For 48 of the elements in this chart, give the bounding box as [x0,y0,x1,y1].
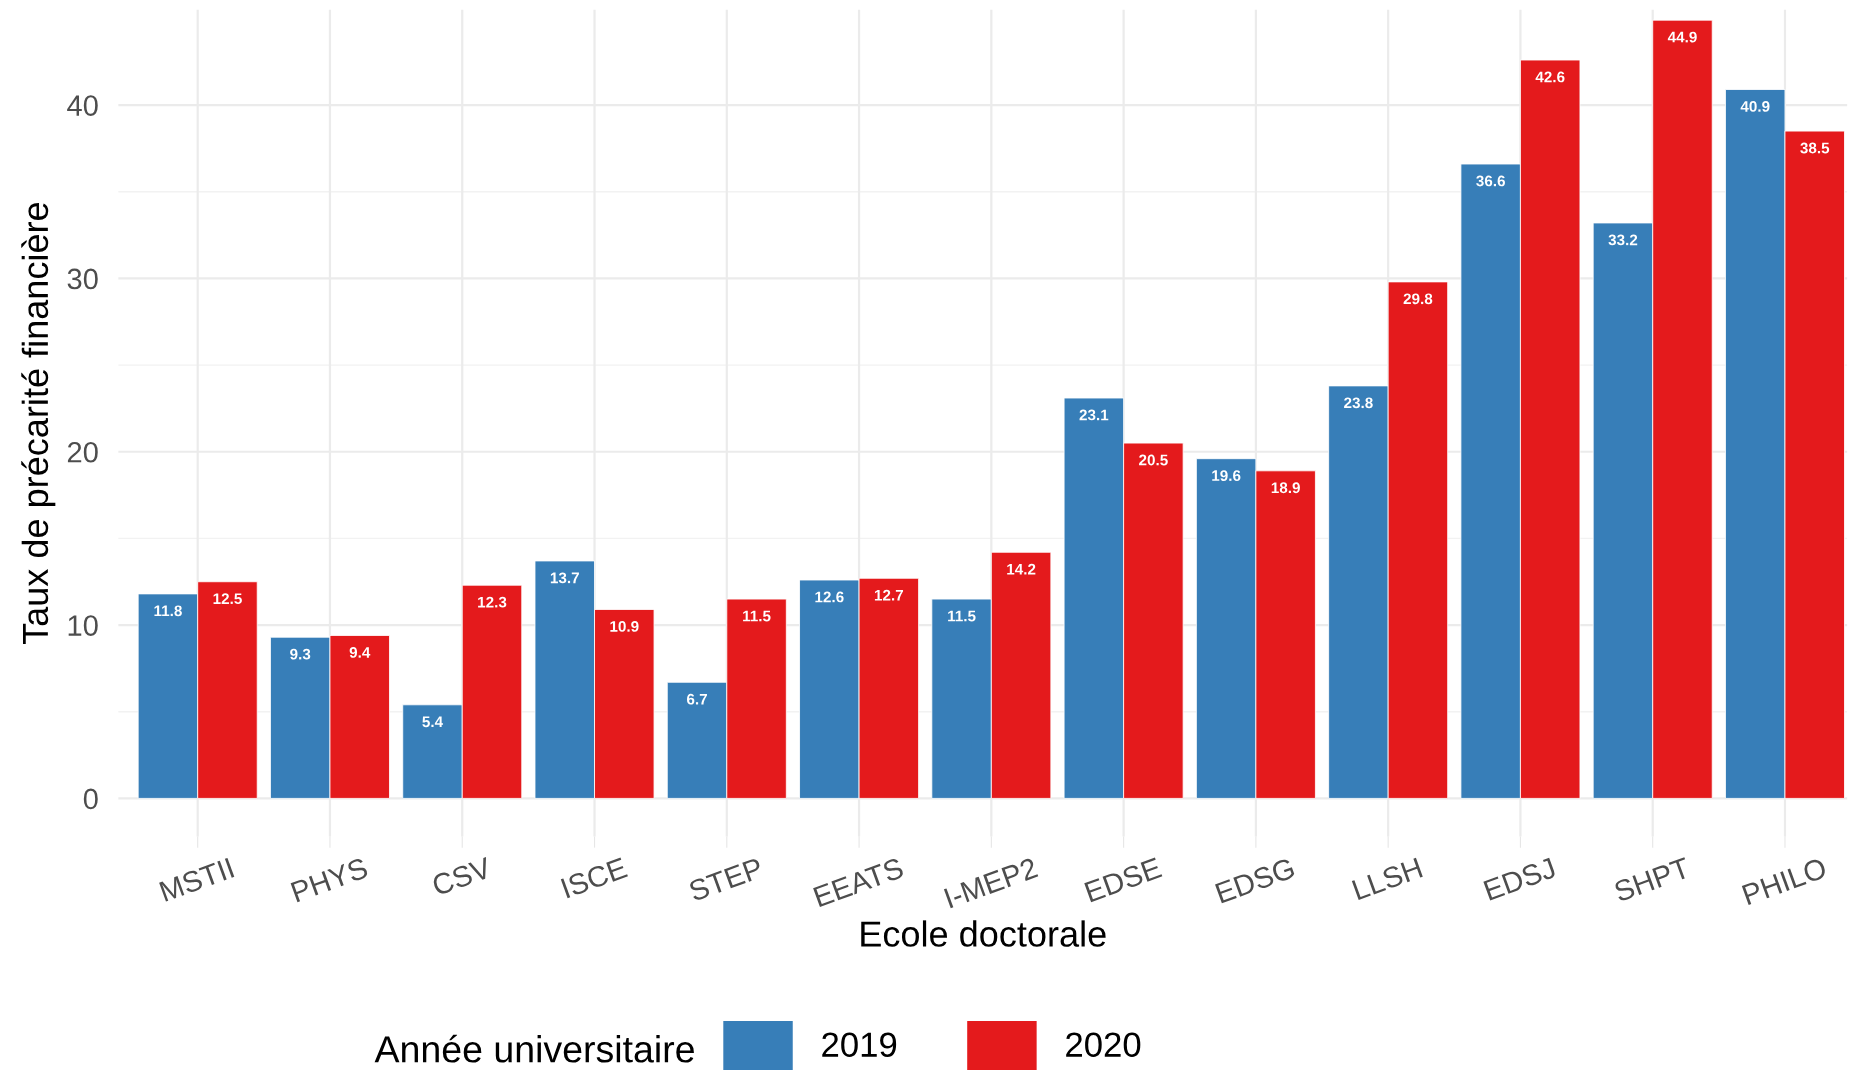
x-tick-label: EDSE [1084,857,1163,903]
x-tick-label: EEATS [813,857,905,908]
legend-label: 2019 [822,1032,897,1057]
data-label: 40.9 [1740,101,1770,112]
data-label: 5.4 [422,716,444,728]
y-tick-label: 10 [68,615,98,636]
data-label: 12.5 [213,593,242,605]
data-label: 29.8 [1403,293,1433,305]
x-tick-label: STEP [687,857,764,902]
data-label: 44.9 [1667,31,1697,43]
data-label: 12.7 [874,589,904,601]
data-label: 10.9 [610,620,639,632]
x-tick-label: MSTII [159,857,235,902]
data-label: 18.9 [1271,482,1300,494]
y-axis-title: Taux de précarité financière [21,202,56,645]
data-label: 36.6 [1476,175,1505,187]
x-tick-label: CSV [431,856,493,897]
x-tick-label: EDSJ [1483,857,1557,901]
y-tick-label: 0 [83,788,98,810]
data-label: 12.3 [478,596,507,608]
data-label: 9.4 [349,646,371,658]
data-label: 11.5 [743,610,771,622]
x-tick-label: ISCE [560,857,629,899]
data-label: 23.8 [1344,397,1373,409]
y-tick-label: 40 [67,95,98,116]
data-label: 11.8 [154,605,182,617]
y-tick-label: 20 [67,441,98,463]
x-tick-label: PHYS [290,857,369,903]
data-label: 14.2 [1007,563,1036,575]
data-label: 6.7 [686,693,707,705]
x-axis-title: Ecole doctorale [861,920,1106,947]
data-label: 38.5 [1800,142,1830,154]
x-tick-label: PHILO [1741,857,1828,906]
data-label: 33.2 [1608,234,1638,246]
data-label: 9.3 [290,648,311,660]
data-label: 20.5 [1139,454,1168,466]
data-label: 11.5 [948,610,976,622]
x-tick-label: LLSH [1351,857,1423,901]
data-label: 19.6 [1212,470,1241,482]
x-tick-label: EDSG [1214,857,1296,904]
data-label: 42.6 [1535,71,1565,83]
data-label: 23.1 [1079,409,1109,421]
legend-label: 2020 [1066,1032,1141,1057]
x-tick-label: SHPT [1613,856,1692,903]
data-label: 12.6 [815,591,844,603]
data-label: 13.7 [550,572,579,584]
legend-title: Année universitaire [374,1034,694,1063]
y-tick-label: 30 [67,268,98,290]
